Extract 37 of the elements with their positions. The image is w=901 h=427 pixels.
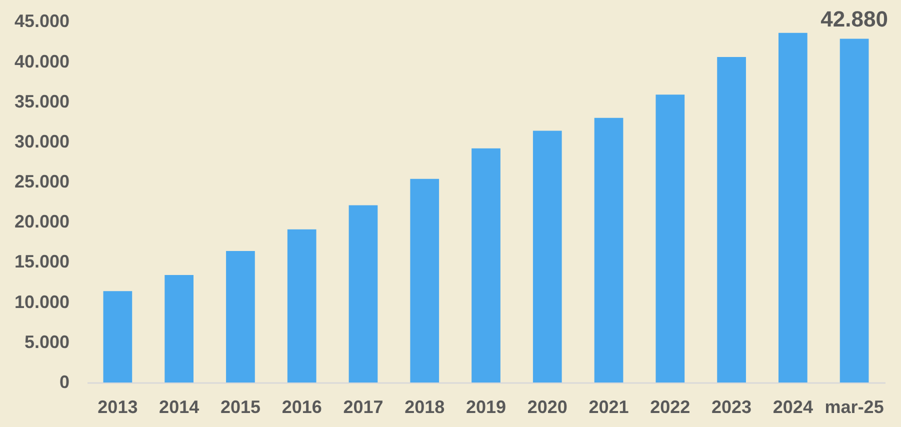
y-tick-label: 25.000 <box>14 172 70 192</box>
bar <box>594 118 624 382</box>
bar <box>164 275 194 382</box>
y-tick-label: 35.000 <box>14 91 70 112</box>
bar <box>532 130 562 382</box>
x-tick-label: 2019 <box>466 397 506 417</box>
y-tick-label: 0 <box>59 372 70 392</box>
bar <box>410 178 440 382</box>
bar <box>287 229 316 382</box>
y-tick-label: 20.000 <box>14 212 70 232</box>
x-tick-label: 2018 <box>404 397 445 417</box>
bar <box>226 251 255 382</box>
y-tick-label: 40.000 <box>14 51 70 72</box>
x-tick-label: mar-25 <box>824 397 884 417</box>
y-tick-label: 10.000 <box>14 292 70 312</box>
bar <box>103 291 132 382</box>
x-tick-label: 2022 <box>650 397 690 417</box>
x-tick-label: 2015 <box>220 397 260 417</box>
data-label: 42.880 <box>820 6 888 32</box>
bar <box>778 32 808 382</box>
x-tick-label: 2020 <box>527 397 568 417</box>
bar <box>472 148 500 382</box>
y-tick-label: 15.000 <box>14 252 70 272</box>
y-tick-label: 5.000 <box>24 332 70 352</box>
bar <box>717 56 746 382</box>
x-tick-label: 2024 <box>772 397 813 417</box>
x-tick-label: 2017 <box>343 397 384 417</box>
x-tick-label: 2013 <box>98 397 138 417</box>
x-tick-label: 2023 <box>712 397 752 417</box>
x-tick-label: 2014 <box>159 397 200 417</box>
bar <box>348 205 378 382</box>
x-tick-label: 2016 <box>282 397 322 417</box>
bar <box>656 94 685 382</box>
y-tick-label: 45.000 <box>14 11 70 32</box>
bar <box>840 38 869 382</box>
y-tick-label: 30.000 <box>14 131 70 152</box>
x-tick-label: 2021 <box>588 397 629 417</box>
